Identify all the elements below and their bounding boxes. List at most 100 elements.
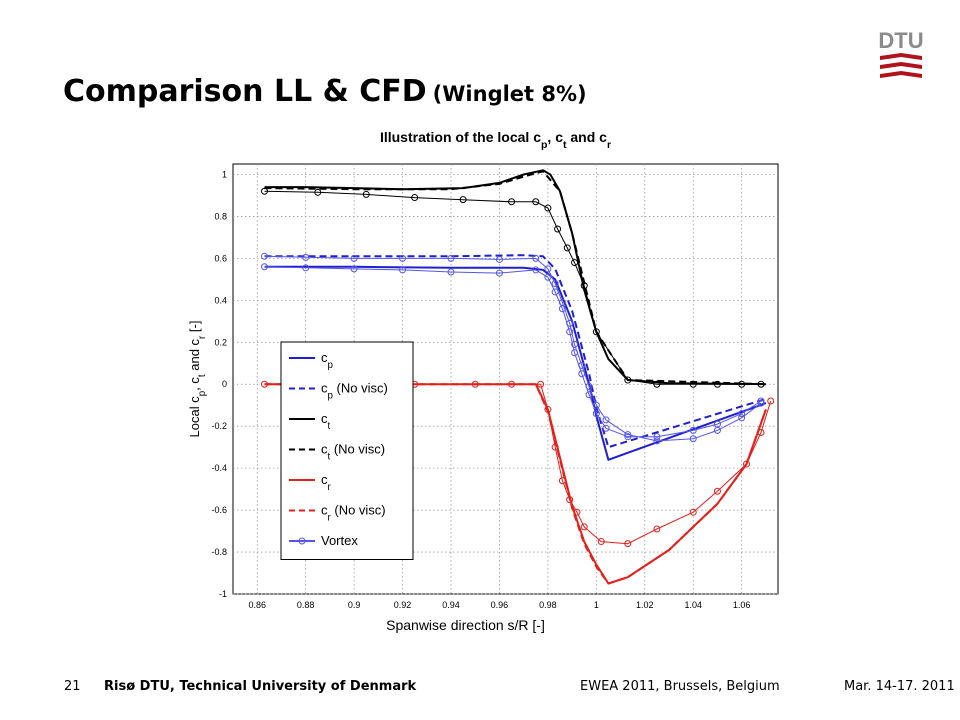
y-axis-label: Local cp, ct and cr [-]	[187, 321, 208, 438]
legend-label: ct	[321, 411, 331, 432]
series-line-vortex_cp2	[264, 255, 762, 442]
data-point-vortex_cr	[580, 523, 588, 531]
data-point-vortex_ct	[260, 187, 268, 195]
data-point-vortex_cp2	[624, 431, 632, 439]
legend-label: ct (No visc)	[321, 442, 385, 463]
data-point-vortex_cr	[624, 540, 632, 548]
data-point-vortex_cp	[602, 424, 610, 432]
y-tick-label: 0	[222, 379, 227, 389]
y-tick-label: -0.6	[211, 505, 227, 515]
data-point-vortex_cp	[544, 273, 552, 281]
data-point-vortex_cr	[537, 380, 545, 388]
series-line-vortex_cr	[264, 383, 772, 545]
footer-organization: Risø DTU, Technical University of Denmar…	[104, 679, 417, 694]
data-point-vortex_cr	[767, 397, 775, 405]
data-point-vortex_cp2	[738, 414, 746, 422]
data-point-vortex_ct	[713, 380, 721, 388]
data-point-vortex_cp2	[566, 319, 574, 327]
series-line-vortex_ct	[264, 190, 761, 385]
x-tick-label: 0.92	[394, 600, 412, 610]
logo-stripes	[880, 53, 922, 78]
data-point-vortex_cr	[573, 508, 581, 516]
x-tick-label: 0.86	[248, 600, 266, 610]
y-tick-label: -0.4	[211, 463, 227, 473]
line-chart: 0.86 0.88 0.9 0.92 0.94 0.96 0.98 1 1.02 1.04 1.06…	[187, 129, 779, 633]
x-tick-label: 1.02	[636, 600, 654, 610]
data-point-vortex_cp	[566, 328, 574, 336]
data-point-vortex_cr	[508, 380, 516, 388]
x-tick-label: 0.96	[491, 600, 509, 610]
y-tick-label: -0.2	[211, 421, 227, 431]
data-point-vortex_cp	[624, 433, 632, 441]
legend-label: cp (No visc)	[321, 381, 388, 402]
data-point-vortex_cp	[653, 433, 661, 441]
data-point-vortex_ct	[411, 194, 419, 202]
y-tick-label: 0.2	[214, 337, 227, 347]
data-point-vortex_ct	[459, 196, 467, 204]
data-point-vortex_cr	[689, 508, 697, 516]
data-point-vortex_cp2	[495, 255, 503, 263]
data-point-vortex_cp	[532, 266, 540, 274]
x-tick-label: 0.98	[539, 600, 557, 610]
data-point-vortex_cp2	[592, 401, 600, 409]
data-point-vortex_cp2	[558, 298, 566, 306]
y-tick-label: 1	[222, 169, 227, 179]
series-line-ct_nv	[264, 170, 766, 386]
slide-title-main: Comparison LL & CFD	[63, 74, 427, 109]
data-point-vortex_cr	[653, 525, 661, 533]
y-tick-label: -1	[219, 589, 227, 599]
data-point-vortex_cp	[738, 410, 746, 418]
data-point-vortex_cp2	[544, 265, 552, 273]
series-line-cp	[264, 265, 767, 461]
footer-event: EWEA 2011, Brussels, Belgium	[580, 679, 780, 694]
data-point-vortex_cp	[592, 410, 600, 418]
legend-box	[280, 341, 414, 560]
footer-page-number: 21	[64, 679, 81, 694]
data-point-vortex_ct	[757, 380, 765, 388]
data-point-vortex_cp2	[653, 437, 661, 445]
data-point-vortex_cp2	[689, 435, 697, 443]
y-tick-label: 0.8	[214, 211, 227, 221]
data-point-vortex_cp2	[578, 361, 586, 369]
data-point-vortex_cr	[471, 380, 479, 388]
data-point-vortex_cp	[399, 266, 407, 274]
dtu-logo-icon: DTU	[878, 28, 924, 78]
footer-date: Mar. 14-17. 2011	[844, 679, 955, 694]
y-tick-label: 0.6	[214, 253, 227, 263]
logo-text: DTU	[878, 28, 923, 53]
legend-label: cp	[321, 350, 334, 371]
legend-label: cr (No visc)	[321, 503, 386, 524]
data-point-vortex_cp	[447, 268, 455, 276]
chart-title: Illustration of the local cp, ct and cr	[380, 129, 611, 151]
data-point-vortex_cp2	[532, 254, 540, 262]
data-point-vortex_ct	[689, 380, 697, 388]
data-point-vortex_cr	[597, 538, 605, 546]
data-point-vortex_cr	[551, 443, 559, 451]
data-point-vortex_ct	[508, 198, 516, 206]
legend-marker	[298, 537, 306, 545]
data-point-vortex_ct	[532, 198, 540, 206]
y-tick-label: -0.8	[211, 547, 227, 557]
data-point-vortex_cp2	[571, 340, 579, 348]
data-point-vortex_cp	[350, 265, 358, 273]
data-point-vortex_ct	[580, 282, 588, 290]
x-axis-label: Spanwise direction s/R [-]	[386, 617, 545, 633]
data-point-vortex_ct	[571, 259, 579, 267]
data-point-vortex_cp	[495, 269, 503, 277]
data-point-vortex_cp2	[350, 254, 358, 262]
data-point-vortex_cp2	[585, 382, 593, 390]
data-point-vortex_ct	[653, 380, 661, 388]
data-point-vortex_ct	[563, 244, 571, 252]
data-point-vortex_cp2	[551, 280, 559, 288]
data-point-vortex_ct	[592, 328, 600, 336]
legend-label: cr	[321, 472, 332, 493]
x-tick-label: 0.94	[442, 600, 460, 610]
dtu-logo: DTU	[872, 26, 930, 90]
data-point-vortex_ct	[624, 376, 632, 384]
x-tick-label: 1.06	[733, 600, 751, 610]
slide-title: Comparison LL & CFD (Winglet 8%)	[63, 74, 587, 109]
data-point-vortex_ct	[738, 380, 746, 388]
data-point-vortex_ct	[544, 204, 552, 212]
data-point-vortex_cp2	[447, 254, 455, 262]
data-point-vortex_ct	[362, 190, 370, 198]
